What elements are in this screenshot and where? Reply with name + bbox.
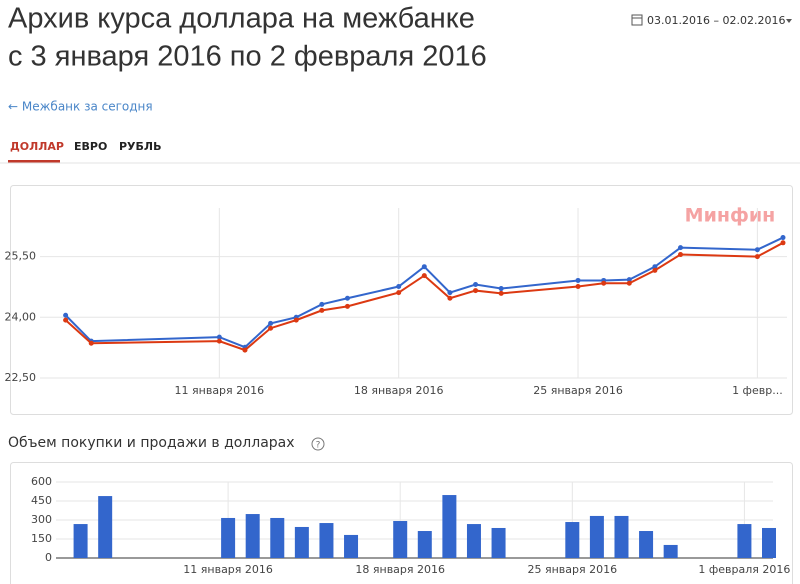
bar	[221, 517, 236, 558]
point	[268, 325, 274, 331]
point	[575, 284, 581, 290]
line-chart-box	[10, 185, 793, 415]
tab[interactable]: ЕВРО	[74, 140, 107, 153]
point	[447, 295, 453, 301]
bar	[319, 523, 334, 558]
help-icon[interactable]	[311, 437, 325, 451]
bar	[663, 544, 678, 558]
y-tick-label: 450	[31, 494, 52, 507]
y-tick-label: 24,00	[5, 310, 37, 323]
x-tick-label: 18 января 2016	[355, 563, 445, 576]
point	[498, 286, 504, 292]
point	[268, 320, 274, 326]
point	[447, 290, 453, 296]
point	[652, 267, 658, 273]
x-tick-label: 1 февр...	[732, 384, 783, 397]
bar	[344, 534, 359, 558]
tab[interactable]: РУБЛЬ	[119, 140, 161, 153]
bar	[589, 515, 604, 558]
point	[319, 307, 325, 313]
point	[88, 340, 94, 346]
point	[780, 235, 786, 241]
point	[473, 282, 479, 287]
bar	[294, 526, 309, 558]
point	[344, 295, 350, 301]
point	[344, 303, 350, 309]
point	[216, 334, 222, 340]
watermark: Минфин	[685, 205, 776, 227]
point	[421, 273, 427, 279]
point	[473, 288, 479, 294]
point	[575, 277, 581, 283]
point	[396, 284, 402, 290]
point	[754, 254, 760, 260]
bar	[565, 522, 580, 558]
y-tick-label: 300	[31, 513, 52, 526]
x-tick-label: 25 января 2016	[533, 384, 623, 397]
y-tick-label: 150	[31, 532, 52, 545]
tab-underline	[8, 160, 60, 163]
point	[780, 240, 786, 246]
series-line	[64, 236, 784, 349]
dropdown-arrow[interactable]	[786, 19, 792, 23]
point	[498, 290, 504, 296]
y-tick-label: 0	[45, 551, 52, 564]
bar	[73, 524, 88, 558]
x-tick-label: 11 января 2016	[183, 563, 273, 576]
y-tick-label: 600	[31, 475, 52, 488]
bar	[98, 496, 113, 558]
bar	[466, 524, 481, 558]
x-tick-label: 1 февраля 2016	[698, 563, 790, 576]
point	[601, 280, 607, 286]
point	[652, 264, 658, 270]
point	[216, 338, 222, 344]
bar	[417, 531, 432, 558]
series-line	[64, 241, 784, 352]
x-tick-label: 11 января 2016	[175, 384, 265, 397]
date-range[interactable]: 03.01.2016 – 02.02.2016	[647, 14, 785, 27]
bar	[491, 527, 506, 558]
y-tick-label: 22,50	[5, 371, 37, 384]
bar	[270, 517, 285, 558]
y-tick-label: 25,50	[5, 250, 37, 263]
bar	[393, 521, 408, 558]
tab-active[interactable]: ДОЛЛАР	[10, 140, 64, 153]
point	[396, 290, 402, 296]
bar	[762, 527, 776, 558]
title-line: Архив курса доллара на межбанке	[8, 3, 475, 35]
title-line: с 3 января 2016 по 2 февраля 2016	[8, 41, 487, 73]
help-icon-text[interactable]: ?	[316, 441, 321, 451]
bar	[442, 495, 457, 558]
x-tick-label: 25 января 2016	[527, 563, 617, 576]
point	[678, 245, 684, 251]
back-link[interactable]: ← Межбанк за сегодня	[8, 100, 153, 114]
point	[293, 317, 299, 323]
x-tick-label: 18 января 2016	[354, 384, 444, 397]
point	[678, 252, 684, 258]
bar	[614, 515, 629, 558]
point	[63, 317, 69, 323]
bar	[639, 531, 654, 558]
bar	[245, 514, 260, 558]
point	[319, 301, 325, 307]
point	[242, 347, 248, 353]
point	[754, 247, 760, 253]
calendar-icon	[631, 14, 643, 26]
bar-chart-title: Объем покупки и продажи в долларах	[8, 435, 295, 451]
point	[626, 280, 632, 286]
bar	[737, 524, 752, 558]
point	[421, 264, 427, 270]
point	[626, 277, 632, 283]
point	[63, 312, 69, 318]
